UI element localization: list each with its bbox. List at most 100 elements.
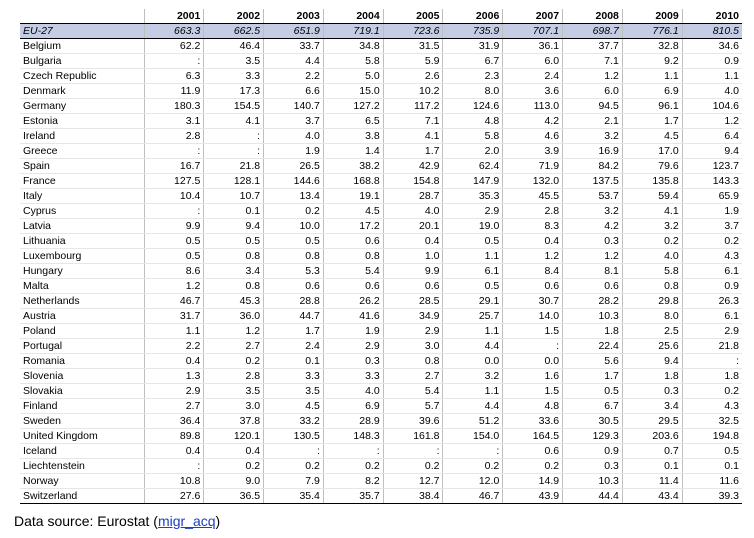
value-cell: 1.7 <box>382 143 443 159</box>
value-cell: 79.6 <box>621 158 683 174</box>
value-cell: 46.7 <box>143 293 204 309</box>
value-cell: 26.3 <box>681 293 742 309</box>
value-cell: 28.8 <box>263 293 324 309</box>
value-cell: : <box>143 53 204 69</box>
value-cell: 3.2 <box>442 368 503 384</box>
value-cell: 33.6 <box>502 413 563 429</box>
table-row: Iceland 0.4 0.4::::0.6 0.9 0.7 0.5 <box>20 443 742 459</box>
value-cell: 135.8 <box>621 173 683 189</box>
table-row: United Kingdom 89.8 120.1 130.5 148.3 161.8 15… <box>20 428 742 444</box>
value-cell: 8.0 <box>442 83 503 99</box>
table-row: Poland 1.1 1.2 1.7 1.9 2.9 1.1 1.5 1.8 2.5 2.9 <box>20 323 742 339</box>
value-cell: 2.4 <box>502 68 563 84</box>
value-cell: 776.1 <box>621 23 683 39</box>
value-cell: 0.3 <box>621 383 683 399</box>
value-cell: 0.8 <box>263 248 324 264</box>
value-cell: 662.5 <box>203 23 264 39</box>
value-cell: 0.2 <box>263 458 324 474</box>
value-cell: : <box>203 143 264 159</box>
value-cell: : <box>143 458 204 474</box>
value-cell: 2.8 <box>143 128 204 144</box>
value-cell: 194.8 <box>681 428 742 444</box>
value-cell: 3.7 <box>263 113 324 129</box>
value-cell: 71.9 <box>502 158 563 174</box>
value-cell: 14.0 <box>502 308 563 324</box>
country-cell: Bulgaria <box>20 53 144 69</box>
country-cell: Portugal <box>20 338 144 354</box>
table-row: Czech Republic 6.3 3.3 2.2 5.0 2.6 2.3 2.4 1.2 1.… <box>20 68 742 84</box>
value-cell: 53.7 <box>562 188 623 204</box>
value-cell: 127.2 <box>322 98 384 114</box>
table-row: Italy 10.4 10.7 13.4 19.1 28.7 35.3 45.5 53.7 59.… <box>20 188 742 204</box>
value-cell: : <box>322 443 384 459</box>
value-cell: 4.5 <box>322 203 384 219</box>
value-cell: 3.5 <box>263 383 324 399</box>
value-cell: 4.3 <box>681 398 742 414</box>
value-cell: 137.5 <box>562 173 623 189</box>
value-cell: 707.1 <box>502 23 563 39</box>
value-cell: 10.2 <box>382 83 443 99</box>
country-cell: Ireland <box>20 128 144 144</box>
year-header: 2002 <box>203 9 264 24</box>
value-cell: 0.3 <box>562 233 623 249</box>
value-cell: 1.2 <box>562 68 623 84</box>
value-cell: 39.3 <box>681 488 742 504</box>
value-cell: 17.3 <box>203 83 264 99</box>
value-cell: : <box>143 203 204 219</box>
value-cell: 3.3 <box>203 68 264 84</box>
value-cell: 132.0 <box>502 173 563 189</box>
data-source-prefix: Data source: Eurostat ( <box>14 513 158 529</box>
value-cell: 26.5 <box>263 158 324 174</box>
value-cell: 25.7 <box>442 308 503 324</box>
value-cell: 4.2 <box>502 113 563 129</box>
value-cell: 2.5 <box>621 323 683 339</box>
value-cell: 2.9 <box>143 383 204 399</box>
value-cell: 0.8 <box>203 248 264 264</box>
value-cell: : <box>681 353 742 369</box>
table-row: Switzerland 27.6 36.5 35.4 35.7 38.4 46.7 43.9 4… <box>20 488 742 504</box>
value-cell: 8.3 <box>502 218 563 234</box>
value-cell: 4.0 <box>382 203 443 219</box>
value-cell: 1.9 <box>263 143 324 159</box>
value-cell: 117.2 <box>382 98 443 114</box>
country-cell: France <box>20 173 144 189</box>
value-cell: 1.1 <box>621 68 683 84</box>
value-cell: 2.7 <box>382 368 443 384</box>
table-row: Cyprus:0.1 0.2 4.5 4.0 2.9 2.8 3.2 4.1 1.9 <box>20 203 742 219</box>
country-cell: Czech Republic <box>20 68 144 84</box>
value-cell: 12.0 <box>442 473 503 489</box>
value-cell: 1.0 <box>382 248 443 264</box>
value-cell: 0.2 <box>382 458 443 474</box>
value-cell: 4.4 <box>442 338 503 354</box>
value-cell: 6.0 <box>502 53 563 69</box>
value-cell: 5.9 <box>382 53 443 69</box>
country-cell: Liechtenstein <box>20 458 144 474</box>
value-cell: 124.6 <box>442 98 503 114</box>
value-cell: 0.6 <box>263 278 324 294</box>
data-source-link[interactable]: migr_acq <box>157 513 216 529</box>
value-cell: 84.2 <box>562 158 623 174</box>
country-cell: EU-27 <box>20 23 144 39</box>
value-cell: 36.0 <box>203 308 264 324</box>
value-cell: 2.8 <box>203 368 264 384</box>
value-cell: 0.5 <box>143 233 204 249</box>
data-source-note: Data source: Eurostat (migr_acq) <box>14 513 220 529</box>
value-cell: 0.6 <box>562 278 623 294</box>
value-cell: 35.3 <box>442 188 503 204</box>
value-cell: 36.4 <box>143 413 204 429</box>
value-cell: 43.4 <box>621 488 683 504</box>
country-cell: Italy <box>20 188 144 204</box>
value-cell: 1.8 <box>562 323 623 339</box>
value-cell: 8.2 <box>322 473 384 489</box>
value-cell: 148.3 <box>322 428 384 444</box>
value-cell: 35.4 <box>263 488 324 504</box>
value-cell: 10.3 <box>562 308 623 324</box>
value-cell: 113.0 <box>502 98 563 114</box>
value-cell: 0.1 <box>203 203 264 219</box>
value-cell: 4.0 <box>263 128 324 144</box>
value-cell: 29.5 <box>621 413 683 429</box>
value-cell: 3.9 <box>502 143 563 159</box>
value-cell: 0.8 <box>203 278 264 294</box>
value-cell: 6.3 <box>143 68 204 84</box>
value-cell: 140.7 <box>263 98 324 114</box>
